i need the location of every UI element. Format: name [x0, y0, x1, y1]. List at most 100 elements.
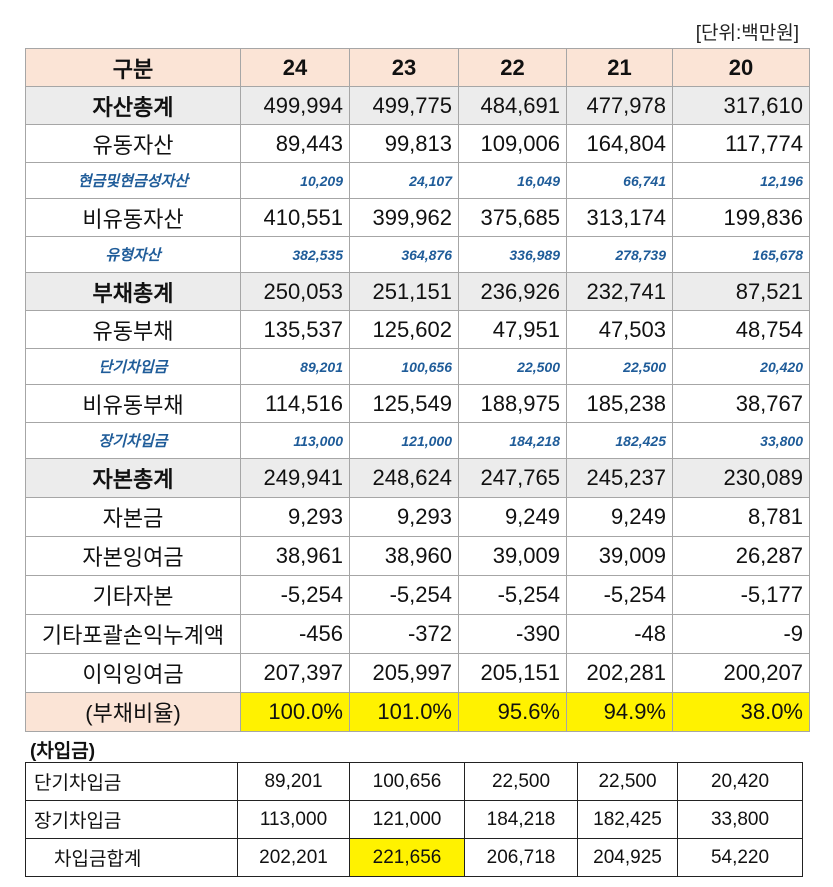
- cell: -5,254: [566, 575, 673, 615]
- cell: 184,218: [458, 422, 567, 459]
- cell: 10,209: [240, 162, 350, 199]
- cell: 26,287: [672, 536, 810, 576]
- loan-table: 단기차입금 89,201 100,656 22,500 22,500 20,42…: [25, 762, 803, 877]
- row-label: 단기차입금: [25, 348, 241, 385]
- row-label: 유형자산: [25, 236, 241, 273]
- cell: 249,941: [240, 458, 350, 498]
- table-row: 유동부채 135,537 125,602 47,951 47,503 48,75…: [25, 310, 810, 349]
- cell: 230,089: [672, 458, 810, 498]
- table-row: 비유동자산 410,551 399,962 375,685 313,174 19…: [25, 198, 810, 237]
- ratio-cell: 38.0%: [672, 692, 810, 732]
- ratio-cell: 101.0%: [349, 692, 459, 732]
- cell: 20,420: [677, 762, 803, 801]
- cell: 205,997: [349, 653, 459, 693]
- cell: 33,800: [672, 422, 810, 459]
- cell: 185,238: [566, 384, 673, 423]
- balance-sheet-table: 구분 24 23 22 21 20 자산총계 499,994 499,775 4…: [25, 48, 810, 732]
- cell: 47,503: [566, 310, 673, 349]
- table-row: 부채총계 250,053 251,151 236,926 232,741 87,…: [25, 272, 810, 311]
- table-row: 현금및현금성자산 10,209 24,107 16,049 66,741 12,…: [25, 162, 810, 199]
- cell: 484,691: [458, 86, 567, 125]
- header-year: 24: [240, 48, 350, 87]
- table-row: 장기차입금 113,000 121,000 184,218 182,425 33…: [25, 800, 803, 839]
- header-row: 구분 24 23 22 21 20: [25, 48, 810, 87]
- row-label: 장기차입금: [25, 422, 241, 459]
- cell: 188,975: [458, 384, 567, 423]
- debt-ratio-row: (부채비율) 100.0% 101.0% 95.6% 94.9% 38.0%: [25, 692, 810, 732]
- row-label: 기타포괄손익누계액: [25, 614, 241, 654]
- cell: -5,254: [349, 575, 459, 615]
- cell: 202,281: [566, 653, 673, 693]
- table-row: 자본잉여금 38,961 38,960 39,009 39,009 26,287: [25, 536, 810, 576]
- cell: 364,876: [349, 236, 459, 273]
- cell: 9,249: [566, 497, 673, 537]
- row-label: 단기차입금: [25, 762, 238, 801]
- cell: 182,425: [577, 800, 678, 839]
- row-label: 현금및현금성자산: [25, 162, 241, 199]
- highlighted-cell: 221,656: [349, 838, 465, 877]
- row-label: (부채비율): [25, 692, 241, 732]
- cell: 113,000: [237, 800, 350, 839]
- cell: -48: [566, 614, 673, 654]
- cell: 87,521: [672, 272, 810, 311]
- table-row: 자본총계 249,941 248,624 247,765 245,237 230…: [25, 458, 810, 498]
- cell: 184,218: [464, 800, 578, 839]
- cell: 245,237: [566, 458, 673, 498]
- cell: 410,551: [240, 198, 350, 237]
- cell: 165,678: [672, 236, 810, 273]
- row-label: 유동부채: [25, 310, 241, 349]
- cell: 113,000: [240, 422, 350, 459]
- cell: 22,500: [577, 762, 678, 801]
- cell: 375,685: [458, 198, 567, 237]
- cell: 204,925: [577, 838, 678, 877]
- row-label: 자산총계: [25, 86, 241, 125]
- cell: 336,989: [458, 236, 567, 273]
- cell: 477,978: [566, 86, 673, 125]
- cell: 12,196: [672, 162, 810, 199]
- cell: 121,000: [349, 800, 465, 839]
- cell: 202,201: [237, 838, 350, 877]
- ratio-cell: 100.0%: [240, 692, 350, 732]
- row-label: 기타자본: [25, 575, 241, 615]
- cell: 48,754: [672, 310, 810, 349]
- cell: -5,254: [458, 575, 567, 615]
- header-year: 22: [458, 48, 567, 87]
- cell: 125,602: [349, 310, 459, 349]
- row-label: 유동자산: [25, 124, 241, 163]
- cell: 199,836: [672, 198, 810, 237]
- cell: 39,009: [566, 536, 673, 576]
- cell: -9: [672, 614, 810, 654]
- cell: 9,293: [240, 497, 350, 537]
- cell: 16,049: [458, 162, 567, 199]
- table-row: 자본금 9,293 9,293 9,249 9,249 8,781: [25, 497, 810, 537]
- cell: -5,177: [672, 575, 810, 615]
- header-category: 구분: [25, 48, 241, 87]
- cell: 206,718: [464, 838, 578, 877]
- cell: 135,537: [240, 310, 350, 349]
- table-row: 자산총계 499,994 499,775 484,691 477,978 317…: [25, 86, 810, 125]
- table-row: 단기차입금 89,201 100,656 22,500 22,500 20,42…: [25, 762, 803, 801]
- cell: 22,500: [566, 348, 673, 385]
- cell: 117,774: [672, 124, 810, 163]
- cell: 182,425: [566, 422, 673, 459]
- cell: 22,500: [464, 762, 578, 801]
- cell: 9,249: [458, 497, 567, 537]
- cell: 38,960: [349, 536, 459, 576]
- cell: 99,813: [349, 124, 459, 163]
- table-row: 기타자본 -5,254 -5,254 -5,254 -5,254 -5,177: [25, 575, 810, 615]
- table-row: 기타포괄손익누계액 -456 -372 -390 -48 -9: [25, 614, 810, 654]
- cell: 317,610: [672, 86, 810, 125]
- table-row: 이익잉여금 207,397 205,997 205,151 202,281 20…: [25, 653, 810, 693]
- cell: 313,174: [566, 198, 673, 237]
- cell: 499,994: [240, 86, 350, 125]
- cell: 66,741: [566, 162, 673, 199]
- cell: 278,739: [566, 236, 673, 273]
- cell: -372: [349, 614, 459, 654]
- cell: 200,207: [672, 653, 810, 693]
- row-label: 자본총계: [25, 458, 241, 498]
- table-row: 단기차입금 89,201 100,656 22,500 22,500 20,42…: [25, 348, 810, 385]
- cell: 89,201: [237, 762, 350, 801]
- cell: -390: [458, 614, 567, 654]
- cell: 164,804: [566, 124, 673, 163]
- cell: 382,535: [240, 236, 350, 273]
